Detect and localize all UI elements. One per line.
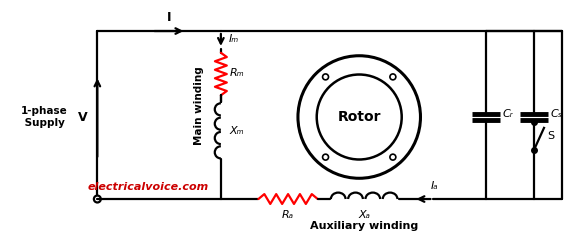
Text: 1-phase
 Supply: 1-phase Supply [21,106,68,128]
Text: S: S [547,131,554,141]
Text: V: V [78,110,87,124]
Text: electricalvoice.com: electricalvoice.com [87,182,209,192]
Text: Cₛ: Cₛ [551,109,563,119]
Text: I: I [167,11,172,24]
Text: Xₐ: Xₐ [358,210,370,220]
Text: Xₘ: Xₘ [230,126,244,136]
Text: Iₘ: Iₘ [229,34,239,44]
Text: Cᵣ: Cᵣ [502,109,513,119]
Text: Rₐ: Rₐ [282,210,294,220]
Text: Main winding: Main winding [194,66,204,145]
Text: Rₘ: Rₘ [230,67,244,78]
Text: Rotor: Rotor [338,110,381,124]
Text: Auxiliary winding: Auxiliary winding [310,221,419,231]
Text: Iₐ: Iₐ [430,181,438,191]
